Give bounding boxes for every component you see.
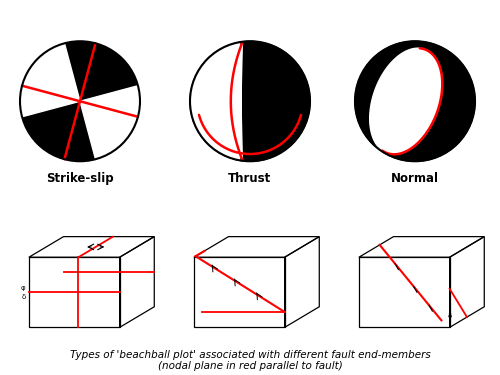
Polygon shape bbox=[20, 43, 80, 117]
Text: δ: δ bbox=[22, 294, 26, 300]
Polygon shape bbox=[190, 42, 242, 160]
Circle shape bbox=[190, 41, 310, 161]
Text: Types of 'beachball plot' associated with different fault end-members
(nodal pla: Types of 'beachball plot' associated wit… bbox=[70, 350, 430, 371]
Text: δ: δ bbox=[448, 313, 452, 319]
Text: Thrust: Thrust bbox=[228, 172, 272, 185]
Polygon shape bbox=[80, 86, 140, 159]
Circle shape bbox=[20, 41, 140, 161]
Polygon shape bbox=[64, 41, 138, 101]
Text: Strike-slip: Strike-slip bbox=[46, 172, 114, 185]
Polygon shape bbox=[22, 101, 96, 161]
Text: φ: φ bbox=[21, 285, 25, 291]
Polygon shape bbox=[370, 48, 442, 154]
Text: Normal: Normal bbox=[391, 172, 439, 185]
Circle shape bbox=[355, 41, 475, 161]
